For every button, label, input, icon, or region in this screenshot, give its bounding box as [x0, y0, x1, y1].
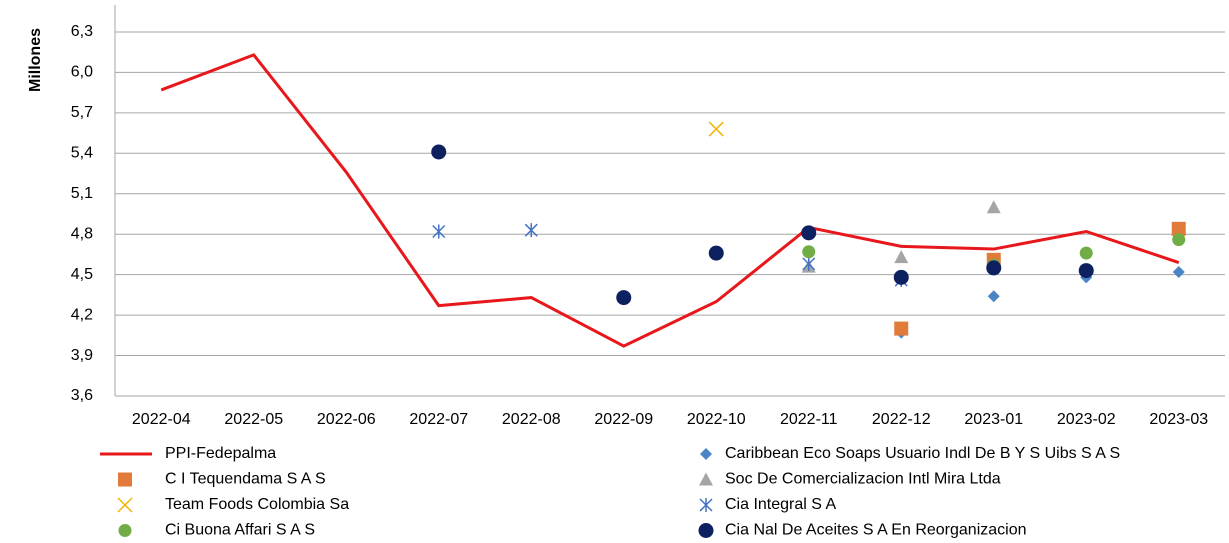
y-tick-label: 5,1	[71, 185, 93, 202]
x-tick-label: 2022-06	[317, 411, 376, 428]
legend-label: C I Tequendama S A S	[165, 471, 326, 488]
marker	[986, 200, 1001, 214]
x-tick-label: 2022-11	[780, 411, 838, 428]
y-tick-label: 5,7	[71, 104, 93, 121]
marker	[801, 225, 817, 241]
marker	[524, 223, 538, 238]
x-tick-label: 2023-02	[1057, 411, 1116, 428]
legend-marker	[699, 498, 713, 512]
marker	[894, 321, 909, 336]
x-tick-label: 2022-05	[224, 411, 283, 428]
y-tick-label: 3,6	[71, 387, 93, 404]
marker	[708, 121, 724, 137]
marker	[893, 269, 909, 285]
legend-label: Ci Buona Affari S A S	[165, 522, 315, 539]
marker	[708, 245, 724, 261]
y-tick-label: 4,2	[71, 306, 93, 323]
y-tick-label: 4,5	[71, 266, 93, 283]
legend-label: Cia Nal De Aceites S A En Reorganizacion	[725, 522, 1027, 539]
x-tick-label: 2022-10	[687, 411, 746, 428]
x-tick-label: 2022-04	[132, 411, 191, 428]
legend-label: Cia Integral S A	[725, 496, 837, 513]
marker	[1172, 233, 1186, 247]
y-tick-label: 6,0	[71, 64, 93, 81]
line	[160, 53, 1180, 348]
marker	[432, 224, 446, 239]
marker	[1079, 246, 1093, 260]
x-tick-label: 2022-12	[872, 411, 931, 428]
marker	[431, 144, 447, 160]
legend-marker	[118, 524, 132, 537]
marker	[1172, 265, 1185, 278]
legend-marker	[118, 472, 132, 487]
marker	[1078, 263, 1094, 279]
marker	[802, 245, 816, 259]
y-tick-label: 3,9	[71, 347, 93, 364]
y-axis-label: Millones	[27, 28, 44, 92]
y-tick-label: 6,3	[71, 23, 93, 40]
marker	[987, 290, 1000, 303]
legend-label: Soc De Comercializacion Intl Mira Ltda	[725, 471, 1001, 488]
marker	[986, 260, 1002, 276]
marker	[894, 250, 909, 264]
legend-label: PPI-Fedepalma	[165, 445, 276, 462]
x-tick-label: 2023-01	[964, 411, 1023, 428]
x-tick-label: 2022-08	[502, 411, 561, 428]
marker	[1171, 221, 1186, 236]
legend-label: Caribbean Eco Soaps Usuario Indl De B Y …	[725, 445, 1120, 462]
legend-marker	[699, 472, 713, 486]
x-tick-label: 2023-03	[1149, 411, 1208, 428]
x-tick-label: 2022-09	[594, 411, 653, 428]
y-tick-label: 4,8	[71, 225, 93, 242]
x-tick-label: 2022-07	[409, 411, 468, 428]
marker	[802, 256, 816, 271]
legend-marker	[700, 448, 712, 460]
y-tick-label: 5,4	[71, 145, 93, 162]
legend-marker	[117, 497, 133, 513]
legend-marker	[698, 523, 714, 538]
legend-label: Team Foods Colombia Sa	[165, 496, 349, 513]
marker	[616, 290, 632, 306]
